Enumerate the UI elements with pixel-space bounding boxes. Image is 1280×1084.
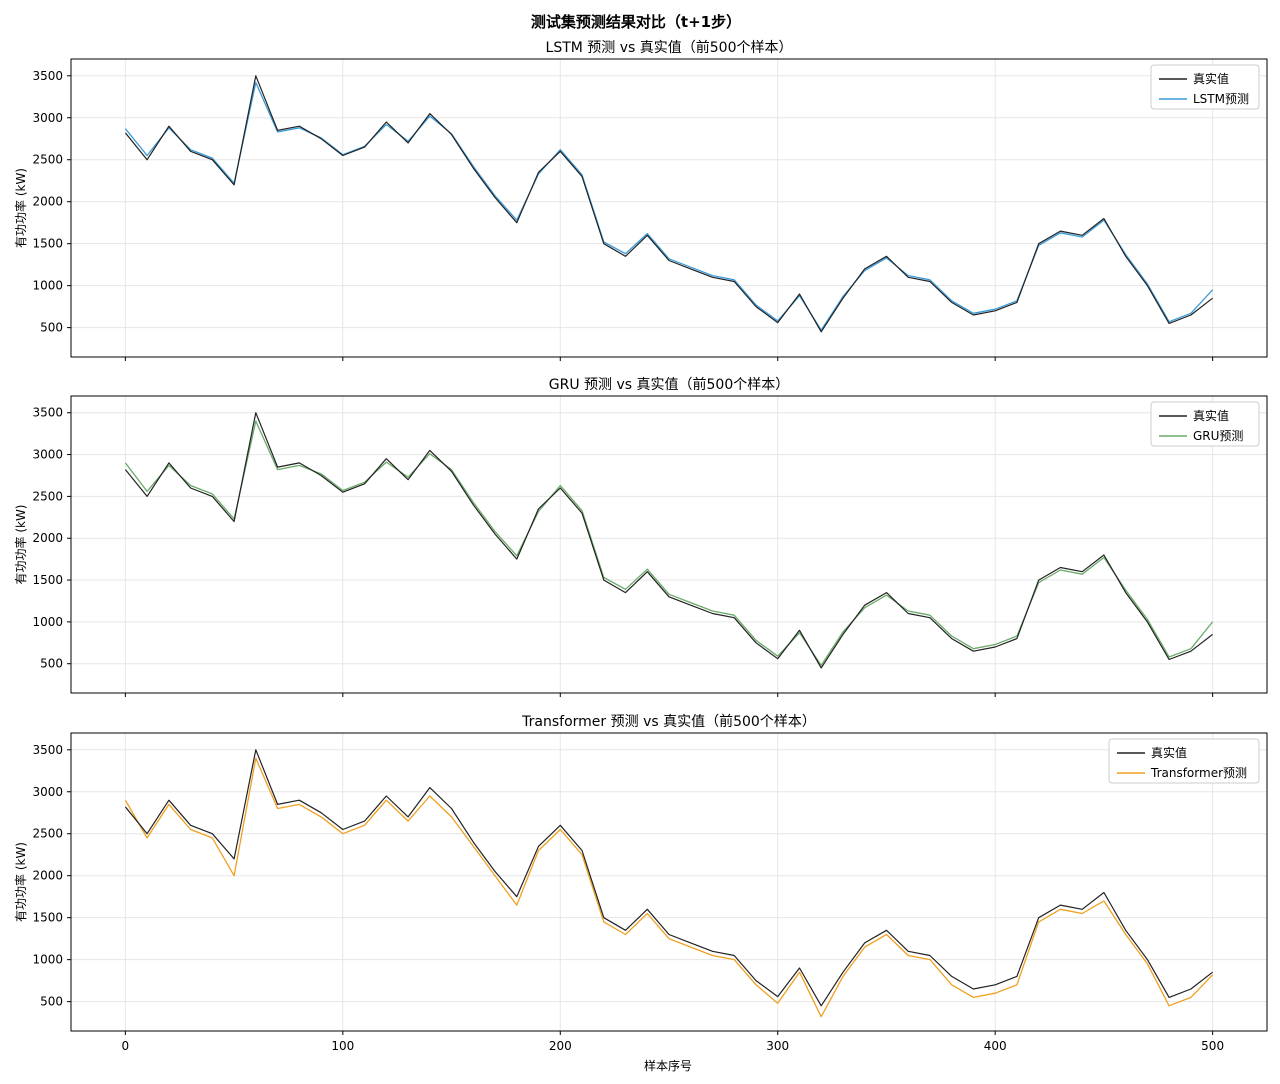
- x-tick-label: 300: [766, 1039, 789, 1053]
- legend: 真实值 GRU预测: [1150, 401, 1260, 447]
- y-tick-label: 3000: [32, 785, 63, 799]
- y-tick-label: 3000: [32, 448, 63, 462]
- x-tick-label: 100: [331, 1039, 354, 1053]
- actual-series-line: [124, 412, 1213, 669]
- y-tick-label: 2500: [32, 827, 63, 841]
- y-axis-label: 有功功率 (kW): [13, 842, 28, 922]
- actual-series-line: [124, 75, 1213, 333]
- y-tick-label: 3500: [32, 406, 63, 420]
- x-tick-label: 200: [549, 1039, 572, 1053]
- prediction-series-line: [124, 420, 1214, 667]
- y-tick-label: 1000: [32, 953, 63, 967]
- legend-label: 真实值: [1193, 408, 1229, 423]
- y-tick-label: 2000: [32, 531, 63, 545]
- y-tick-label: 2000: [32, 869, 63, 883]
- subplot-title: GRU 预测 vs 真实值（前500个样本）: [549, 376, 789, 393]
- gru-subplot: GRU 预测 vs 真实值（前500个样本） 500 1000 1500 2000 250…: [13, 376, 1268, 697]
- y-tick-label: 1500: [32, 573, 63, 587]
- x-tick-label: 400: [984, 1039, 1007, 1053]
- y-tick-label: 500: [40, 657, 63, 671]
- legend-box: [1150, 401, 1260, 447]
- subplot-title: Transformer 预测 vs 真实值（前500个样本）: [521, 713, 816, 730]
- prediction-series-line: [124, 757, 1214, 1018]
- legend-label: Transformer预测: [1150, 766, 1247, 780]
- y-tick-label: 3500: [32, 69, 63, 83]
- legend: 真实值 LSTM预测: [1150, 64, 1260, 110]
- subplot-title: LSTM 预测 vs 真实值（前500个样本）: [546, 39, 793, 56]
- y-tick-label: 2500: [32, 489, 63, 503]
- legend-box: [1108, 738, 1260, 784]
- axes-frame: [70, 732, 1268, 1032]
- x-tick-label: 0: [122, 1039, 130, 1053]
- y-tick-label: 2500: [32, 153, 63, 167]
- axes-frame: [70, 58, 1268, 358]
- prediction-series-line: [124, 81, 1214, 331]
- y-tick-label: 2000: [32, 195, 63, 209]
- x-axis-label: 样本序号: [644, 1058, 692, 1073]
- lstm-subplot: LSTM 预测 vs 真实值（前500个样本） 500 1000 1500 2000 25…: [13, 39, 1268, 361]
- axes-frame: [70, 395, 1268, 694]
- legend: 真实值 Transformer预测: [1108, 738, 1260, 784]
- figure-title: 测试集预测结果对比（t+1步）: [531, 13, 741, 31]
- legend-label: LSTM预测: [1193, 92, 1249, 106]
- actual-series-line: [124, 749, 1213, 1007]
- y-tick-label: 500: [40, 321, 63, 335]
- legend-label: GRU预测: [1193, 429, 1243, 443]
- legend-label: 真实值: [1151, 745, 1187, 760]
- y-tick-label: 500: [40, 995, 63, 1009]
- y-tick-label: 1500: [32, 911, 63, 925]
- x-tick-label: 500: [1201, 1039, 1224, 1053]
- y-tick-label: 1500: [32, 237, 63, 251]
- legend-box: [1150, 64, 1260, 110]
- transformer-subplot: Transformer 预测 vs 真实值（前500个样本）5001000150…: [13, 713, 1268, 1053]
- y-tick-label: 1000: [32, 615, 63, 629]
- legend-label: 真实值: [1193, 71, 1229, 86]
- y-axis-label: 有功功率 (kW): [13, 505, 28, 585]
- y-tick-label: 3500: [32, 743, 63, 757]
- y-axis-label: 有功功率 (kW): [13, 168, 28, 248]
- y-tick-label: 1000: [32, 279, 63, 293]
- y-tick-label: 3000: [32, 111, 63, 125]
